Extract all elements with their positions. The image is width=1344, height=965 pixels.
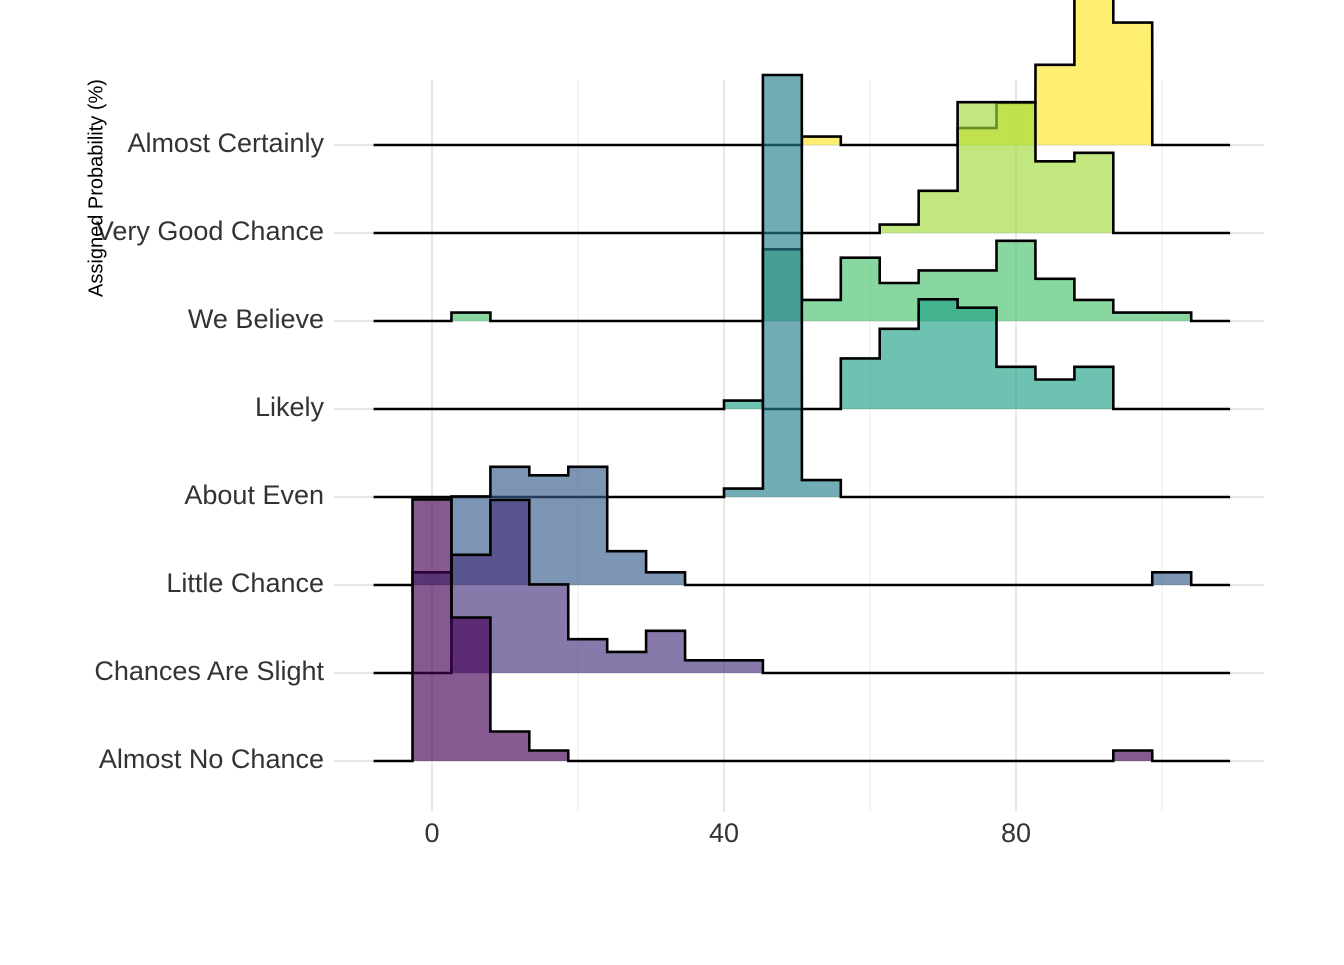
ridge-fill bbox=[373, 102, 1231, 233]
x-tick-label: 40 bbox=[709, 818, 739, 848]
ridge-very-good-chance bbox=[373, 100, 1231, 235]
ridge-fill bbox=[373, 299, 1231, 409]
ridge-outline bbox=[373, 498, 1231, 763]
ridge-outline bbox=[373, 100, 1231, 235]
category-label: Little Chance bbox=[166, 568, 324, 598]
x-tick-label: 0 bbox=[424, 818, 439, 848]
category-label: Almost Certainly bbox=[127, 128, 324, 158]
ridge-likely bbox=[373, 298, 1231, 411]
x-tick-label: 80 bbox=[1001, 818, 1031, 848]
category-label: About Even bbox=[184, 480, 324, 510]
category-label: We Believe bbox=[188, 304, 324, 334]
category-label: Almost No Chance bbox=[99, 744, 324, 774]
category-label: Likely bbox=[255, 392, 325, 422]
ridge-outline bbox=[373, 0, 1231, 147]
ridge-almost-no-chance bbox=[373, 498, 1231, 763]
ridges bbox=[373, 0, 1231, 763]
ridge-outline bbox=[373, 298, 1231, 411]
ridge-outline bbox=[373, 239, 1231, 323]
ridge-fill bbox=[373, 466, 1231, 585]
ridge-chances-are-slight bbox=[373, 498, 1231, 675]
category-label: Very Good Chance bbox=[96, 216, 324, 246]
category-labels: Almost Certainly Very Good Chance We Belie… bbox=[94, 128, 324, 774]
ridge-outline bbox=[373, 498, 1231, 675]
ridge-fill bbox=[373, 500, 1231, 673]
category-label: Chances Are Slight bbox=[94, 656, 324, 686]
y-axis-title: Assigned Probability (%) bbox=[85, 79, 107, 297]
x-axis-ticks: 0 40 80 bbox=[424, 818, 1031, 848]
ridge-fill bbox=[373, 499, 1231, 761]
ridge-little-chance bbox=[373, 465, 1231, 587]
ridge-outline bbox=[373, 465, 1231, 587]
